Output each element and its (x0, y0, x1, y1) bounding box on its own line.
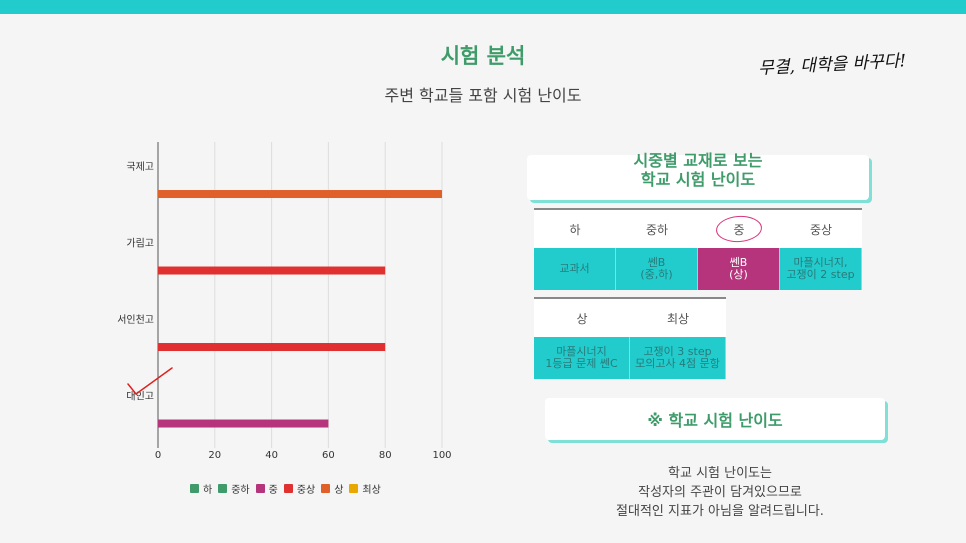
category-label: 대인고 (126, 391, 154, 403)
legend-label: 중상 (296, 485, 316, 496)
legend-item: 중상 (283, 481, 316, 496)
highlight-circle (715, 214, 763, 244)
legend-item: 상 (321, 481, 343, 496)
bar (158, 190, 442, 199)
textbook-cell: 마플시너지 1등급 문제 쎈C (534, 337, 630, 379)
legend-swatch (349, 484, 359, 493)
textbook-cell: 쎈B (중,하) (616, 248, 698, 290)
legend-label: 중하 (231, 485, 250, 496)
textbook-cell: 마플시너지, 고쟁이 2 step (780, 248, 862, 290)
legend-swatch (255, 484, 265, 493)
legend-item: 하 (190, 481, 212, 496)
legend-swatch (283, 484, 293, 493)
level-header-jung: 중 (698, 208, 780, 248)
category-label: 국제고 (126, 161, 154, 173)
top-accent-bar (0, 0, 966, 14)
textbook-panel-title-line1: 시중별 교재로 보는 (633, 151, 763, 170)
textbook-panel-title-line2: 학교 시험 난이도 (640, 170, 756, 189)
bar (158, 343, 386, 352)
legend-swatch (321, 484, 331, 493)
textbook-panel-title: 시중별 교재로 보는 학교 시험 난이도 (527, 151, 869, 200)
page-title: 시험 분석 (440, 44, 526, 68)
legend-item: 최상 (349, 481, 381, 496)
level-header-jungsang: 중상 (780, 208, 862, 248)
x-tick-label: 40 (265, 450, 278, 461)
legend-swatch (218, 484, 228, 493)
legend-label: 상 (334, 485, 344, 496)
legend-item: 중하 (218, 481, 250, 496)
x-tick-label: 80 (379, 450, 392, 461)
level-header-jungha: 중하 (616, 208, 698, 248)
legend-label: 중 (268, 485, 278, 496)
difficulty-table-row1: 하 중하 중 중상 교과서 쎈B (중,하) 쎈B (상) 마플시너지, 고쟁이 2 … (534, 208, 862, 290)
legend-label: 하 (203, 485, 213, 496)
chart-legend: 하 중하 중 중상 상 최상 (190, 481, 381, 496)
level-header-sang: 상 (534, 297, 630, 337)
category-label: 서인천고 (117, 314, 154, 326)
x-tick-label: 60 (322, 450, 335, 461)
textbook-cell: 고쟁이 3 step 모의고사 4점 문항 (630, 337, 726, 379)
legend-label: 최상 (362, 485, 381, 496)
x-tick-label: 100 (432, 450, 451, 461)
textbook-cell-highlighted: 쎈B (상) (698, 248, 780, 290)
level-header-ha: 하 (534, 208, 616, 248)
textbook-cell: 교과서 (534, 248, 616, 290)
check-mark-icon (127, 367, 173, 396)
level-header-choesang: 최상 (630, 297, 726, 337)
note-panel-title: ※ 학교 시험 난이도 (545, 398, 885, 440)
difficulty-table-row2: 상 최상 마플시너지 1등급 문제 쎈C 고쟁이 3 step 모의고사 4점 문항 (534, 297, 726, 379)
bar (158, 419, 329, 428)
x-tick-label: 0 (155, 450, 161, 461)
bar (158, 266, 386, 275)
category-label: 가림고 (126, 238, 154, 250)
legend-swatch (190, 484, 199, 493)
legend-item: 중 (255, 481, 278, 496)
page-subtitle: 주변 학교들 포함 시험 난이도 (384, 86, 582, 105)
note-text: 학교 시험 난이도는 작성자의 주관이 담겨있으므로 절대적인 지표가 아님을 … (616, 466, 824, 519)
x-tick-label: 20 (208, 450, 221, 461)
